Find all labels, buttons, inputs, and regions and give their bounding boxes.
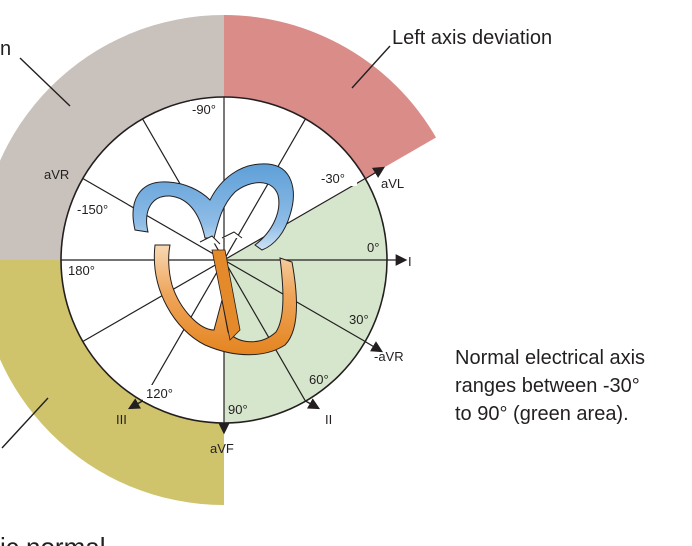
- label-bg-180: [66, 262, 104, 278]
- atria: [132, 163, 294, 251]
- septum: [211, 249, 241, 341]
- lead-label-avf: aVF: [210, 441, 234, 456]
- angle-label-60: 60°: [309, 372, 329, 387]
- lead-label-3: III: [116, 412, 127, 427]
- caption-line-2: ranges between -30°: [455, 375, 640, 397]
- left-axis-pointer: [351, 45, 391, 89]
- valve-right: [221, 231, 243, 239]
- angle-label-minus150: -150°: [77, 202, 108, 217]
- partial-top-left-label: n: [0, 38, 11, 60]
- lead3-arrow: [127, 398, 143, 410]
- label-bg-minus90: [190, 101, 222, 117]
- lead-label-minus-avr: -aVR: [374, 349, 404, 364]
- label-bg-minus30: [319, 170, 357, 186]
- ventricles: [153, 244, 297, 356]
- angle-label-minus30: -30°: [321, 171, 345, 186]
- lead-label-avl: aVL: [381, 176, 404, 191]
- right-axis-pointer: [19, 57, 71, 107]
- caption-line-1: Normal electrical axis: [455, 347, 645, 369]
- label-bg-120: [143, 385, 181, 401]
- minus-avr-arrow: [364, 340, 384, 353]
- lead-label-2: II: [325, 412, 332, 427]
- avl-arrow: [364, 166, 385, 180]
- caption-line-3: to 90° (green area).: [455, 403, 629, 425]
- left-axis-deviation-label: Left axis deviation: [392, 27, 552, 49]
- valve-left: [199, 235, 221, 245]
- label-bg-minus150: [76, 201, 120, 217]
- lead-label-avr: aVR: [44, 167, 69, 182]
- angle-label-120: 120°: [146, 386, 173, 401]
- angle-label-minus90: -90°: [192, 102, 216, 117]
- angle-label-30: 30°: [349, 312, 369, 327]
- angle-label-0: 0°: [367, 240, 379, 255]
- lead2-arrow: [305, 398, 321, 410]
- angle-label-90: 90°: [228, 402, 248, 417]
- heart-illustration: [132, 163, 297, 356]
- extreme-axis-pointer: [1, 397, 49, 449]
- angle-label-180: 180°: [68, 263, 95, 278]
- lead-label-1: I: [408, 254, 412, 269]
- partial-bottom-label: ic normal: [0, 532, 105, 546]
